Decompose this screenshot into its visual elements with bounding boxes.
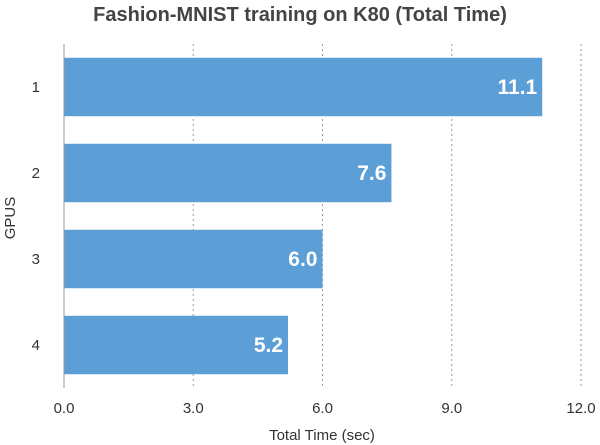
y-axis-label: GPUS: [2, 197, 19, 240]
bars: 11.1 7.6 6.0 5.2: [64, 57, 543, 375]
y-tick-label: 1: [32, 79, 40, 96]
y-tick-label: 3: [32, 251, 40, 268]
bar-value-label: 6.0: [288, 248, 317, 271]
y-tick-label: 4: [32, 337, 40, 354]
chart-title: Fashion-MNIST training on K80 (Total Tim…: [93, 4, 507, 26]
x-tick-label: 9.0: [441, 400, 462, 417]
x-tick-label: 6.0: [312, 400, 333, 417]
x-tick-label: 12.0: [566, 400, 595, 417]
x-tick-label: 0.0: [54, 400, 75, 417]
bar: [64, 315, 289, 375]
x-tick-label: 3.0: [183, 400, 204, 417]
bar-value-label: 11.1: [498, 76, 538, 99]
bar-value-label: 5.2: [254, 334, 283, 357]
bar-value-label: 7.6: [357, 162, 386, 185]
bar: [64, 57, 543, 117]
y-tick-label: 2: [32, 165, 40, 182]
axes: 0.0 3.0 6.0 9.0 12.0 1 2 3 4: [32, 44, 596, 417]
bar: [64, 229, 323, 289]
bar: [64, 143, 392, 203]
x-axis-label: Total Time (sec): [269, 427, 375, 444]
